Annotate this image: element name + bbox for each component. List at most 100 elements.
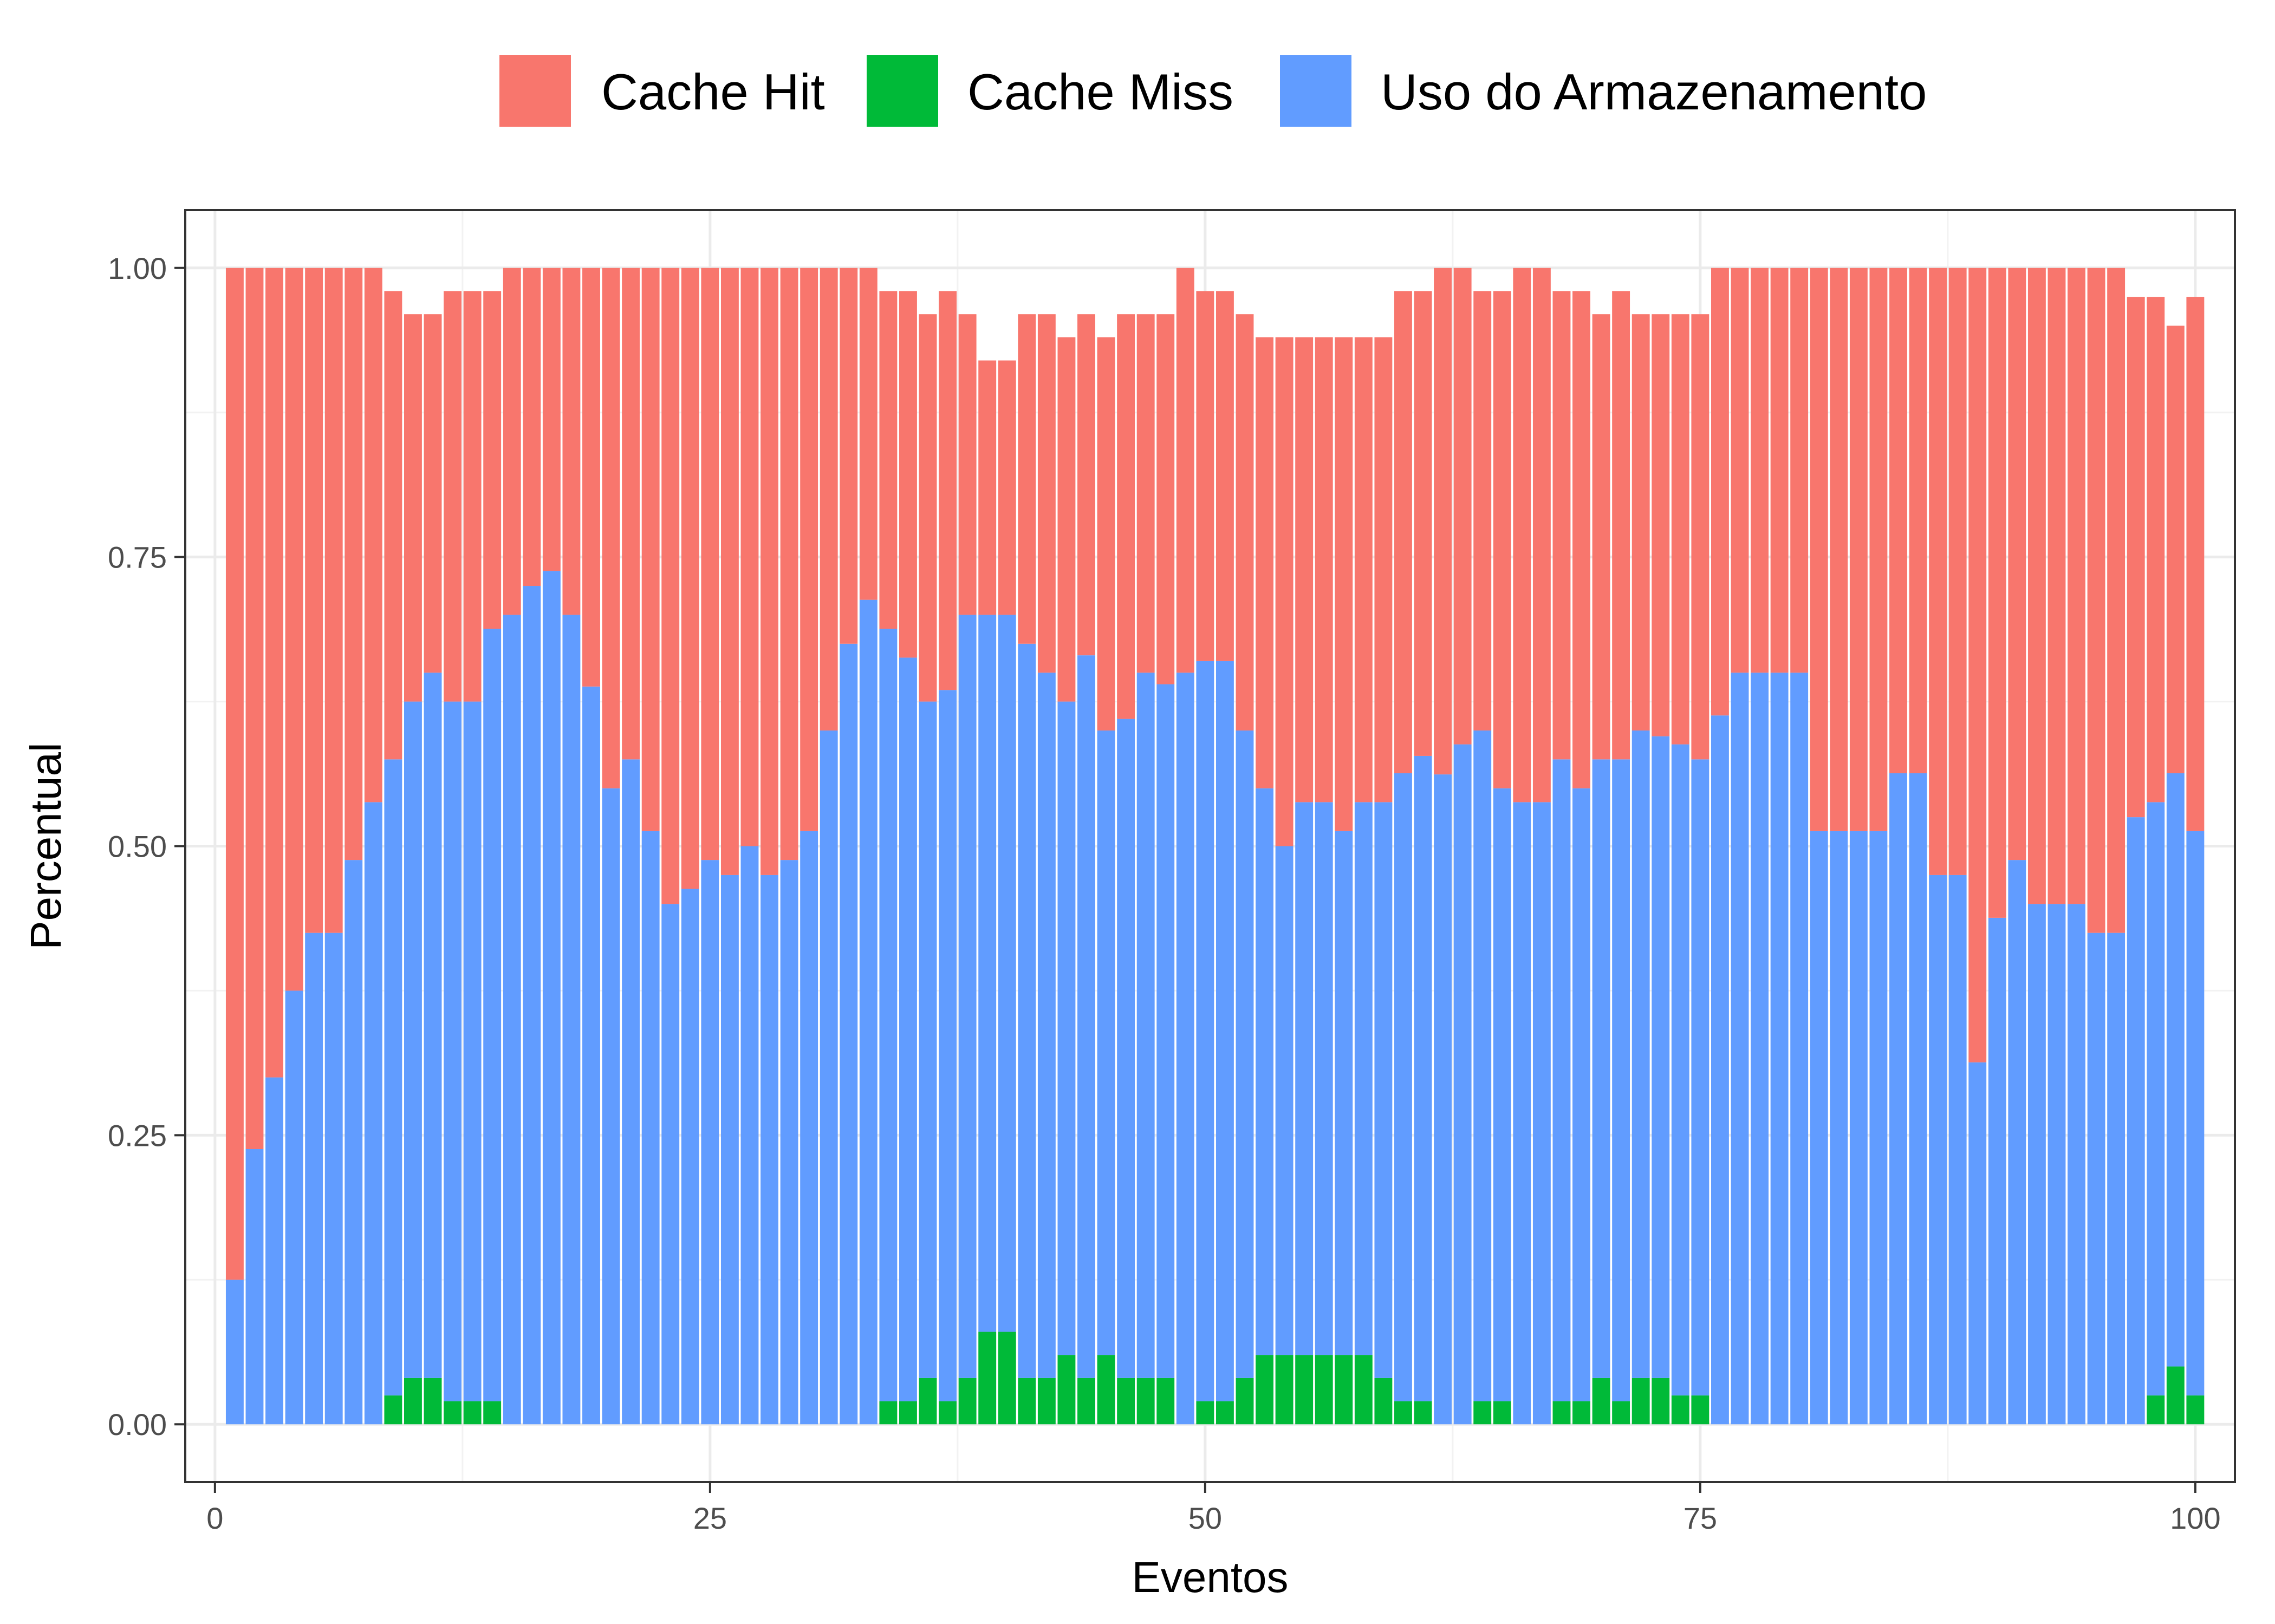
bar-cache-hit <box>1889 268 1907 773</box>
bar-uso-do-armazenamento <box>1354 802 1373 1355</box>
bar-uso-do-armazenamento <box>424 673 442 1378</box>
bar-cache-hit <box>1256 337 1273 788</box>
bar-uso-do-armazenamento <box>1869 831 1888 1425</box>
bar-cache-miss <box>978 1332 997 1425</box>
bar-cache-hit <box>324 268 343 933</box>
bar-cache-miss <box>1335 1355 1353 1425</box>
y-tick-label: 0.75 <box>108 540 167 575</box>
bar-cache-hit <box>1315 337 1333 803</box>
bar-cache-hit <box>859 268 877 600</box>
bar-cache-hit <box>1414 291 1432 756</box>
y-tick-label: 0.50 <box>108 830 167 864</box>
bar-uso-do-armazenamento <box>1077 655 1095 1378</box>
bar-cache-hit <box>1196 291 1214 661</box>
bar-uso-do-armazenamento <box>958 615 977 1378</box>
bar-uso-do-armazenamento <box>2068 904 2085 1425</box>
bar-cache-hit <box>1632 314 1650 731</box>
bar-uso-do-armazenamento <box>2027 904 2046 1425</box>
bar-cache-hit <box>1493 291 1511 788</box>
bar-uso-do-armazenamento <box>1810 831 1828 1425</box>
bar-uso-do-armazenamento <box>1948 875 1967 1425</box>
bar-uso-do-armazenamento <box>1889 773 1907 1425</box>
bar-uso-do-armazenamento <box>444 701 462 1401</box>
bar-cache-hit <box>463 291 482 702</box>
bar-uso-do-armazenamento <box>879 629 898 1401</box>
bar-cache-hit <box>1691 314 1709 760</box>
bar-cache-hit <box>1434 268 1452 775</box>
bar-cache-hit <box>2107 268 2126 933</box>
bar-cache-hit <box>1037 314 1056 673</box>
bar-uso-do-armazenamento <box>404 701 422 1378</box>
bar-uso-do-armazenamento <box>1414 755 1432 1401</box>
bar-uso-do-armazenamento <box>641 831 660 1425</box>
bar-cache-miss <box>483 1401 502 1425</box>
bar-cache-hit <box>1909 268 1927 773</box>
bar-cache-hit <box>1216 291 1234 661</box>
bar-cache-miss <box>879 1401 898 1425</box>
bar-uso-do-armazenamento <box>998 615 1016 1332</box>
bar-cache-hit <box>1552 291 1571 760</box>
bar-uso-do-armazenamento <box>2087 932 2105 1425</box>
bar-cache-miss <box>444 1401 462 1425</box>
bar-cache-hit <box>1711 268 1729 716</box>
bars <box>225 268 2205 1425</box>
bar-cache-hit <box>919 314 937 702</box>
bar-uso-do-armazenamento <box>1790 673 1809 1425</box>
bar-cache-miss <box>1275 1355 1294 1425</box>
bar-cache-hit <box>1018 314 1036 644</box>
bar-uso-do-armazenamento <box>1335 831 1353 1355</box>
bar-uso-do-armazenamento <box>701 860 719 1425</box>
bar-cache-hit <box>1513 268 1531 803</box>
bar-cache-hit <box>2068 268 2085 904</box>
bar-cache-hit <box>2027 268 2046 904</box>
bar-uso-do-armazenamento <box>780 860 798 1425</box>
bar-cache-miss <box>1156 1378 1175 1425</box>
bar-cache-hit <box>720 268 739 875</box>
x-axis-ticks: 0 25 50 75 100 <box>206 1482 2221 1535</box>
bar-uso-do-armazenamento <box>2047 904 2066 1425</box>
bar-cache-miss <box>1117 1378 1135 1425</box>
bar-uso-do-armazenamento <box>1572 788 1590 1401</box>
bar-uso-do-armazenamento <box>1394 773 1412 1401</box>
bar-uso-do-armazenamento <box>285 990 303 1425</box>
bar-uso-do-armazenamento <box>1849 831 1868 1425</box>
bar-cache-hit <box>939 291 957 690</box>
bar-uso-do-armazenamento <box>1057 701 1076 1355</box>
bar-uso-do-armazenamento <box>840 643 858 1425</box>
bar-cache-miss <box>1018 1378 1036 1425</box>
bar-cache-hit <box>1849 268 1868 831</box>
bar-uso-do-armazenamento <box>1136 673 1155 1378</box>
legend-key-uso-do-armazenamento <box>1280 55 1351 127</box>
bar-uso-do-armazenamento <box>542 571 561 1425</box>
bar-cache-miss <box>1236 1378 1254 1425</box>
bar-cache-hit <box>1275 337 1294 846</box>
bar-uso-do-armazenamento <box>1770 673 1789 1425</box>
bar-cache-hit <box>2047 268 2066 904</box>
bar-uso-do-armazenamento <box>1097 730 1115 1355</box>
bar-cache-miss <box>1315 1355 1333 1425</box>
bar-cache-hit <box>1374 337 1393 803</box>
bar-cache-hit <box>602 268 620 788</box>
bar-uso-do-armazenamento <box>1513 802 1531 1425</box>
bar-uso-do-armazenamento <box>1731 673 1749 1425</box>
bar-cache-miss <box>1414 1401 1432 1425</box>
bar-cache-miss <box>1493 1401 1511 1425</box>
bar-cache-hit <box>542 268 561 571</box>
bar-cache-miss <box>919 1378 937 1425</box>
bar-cache-miss <box>939 1401 957 1425</box>
bar-cache-miss <box>2166 1366 2185 1425</box>
bar-cache-hit <box>2147 297 2165 803</box>
bar-cache-hit <box>1097 337 1115 731</box>
bar-uso-do-armazenamento <box>1652 736 1670 1378</box>
bar-uso-do-armazenamento <box>939 690 957 1401</box>
bar-uso-do-armazenamento <box>483 629 502 1401</box>
bar-uso-do-armazenamento <box>1711 715 1729 1425</box>
bar-cache-hit <box>1394 291 1412 773</box>
bar-cache-hit <box>1988 268 2006 918</box>
bar-cache-miss <box>424 1378 442 1425</box>
bar-uso-do-armazenamento <box>760 875 778 1425</box>
bar-cache-hit <box>1671 314 1689 745</box>
bar-uso-do-armazenamento <box>1295 802 1314 1355</box>
legend-key-cache-miss <box>867 55 938 127</box>
bar-cache-hit <box>444 291 462 702</box>
